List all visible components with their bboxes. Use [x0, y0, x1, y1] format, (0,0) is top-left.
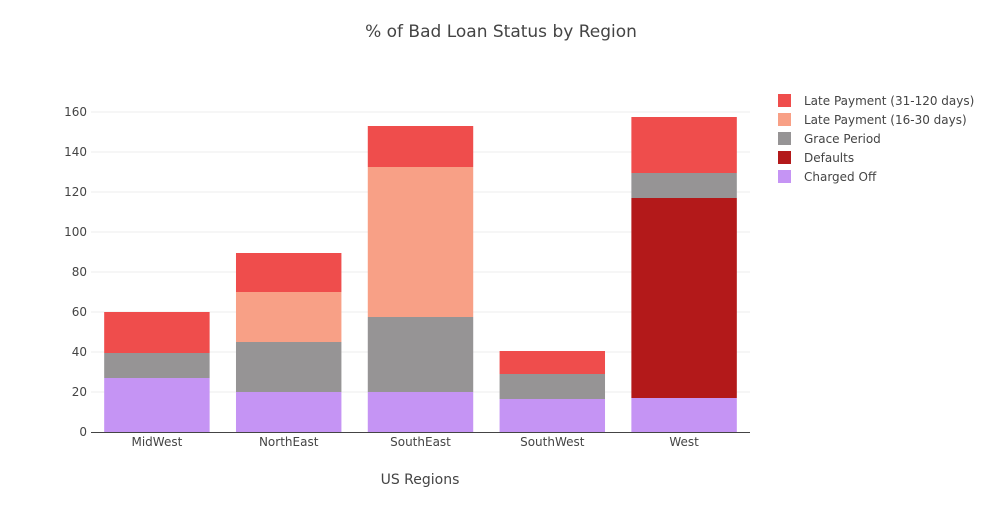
legend-swatch [778, 113, 791, 126]
y-tick-label: 120 [64, 185, 87, 199]
bar-midwest-grace-period[interactable] [104, 353, 210, 378]
legend-swatch [778, 170, 791, 183]
y-tick-label: 80 [72, 265, 87, 279]
legend-label: Charged Off [804, 170, 877, 184]
legend-item-charged-off[interactable]: Charged Off [778, 170, 877, 184]
axes: 0 20 40 60 80 100 120 140 160 MidWest NorthEast Sou… [64, 105, 750, 449]
bar-southeast-grace-period[interactable] [367, 317, 474, 392]
bar-west-charged-off[interactable] [631, 398, 737, 432]
legend-swatch [778, 94, 791, 107]
bar-northeast-grace-period[interactable] [235, 342, 342, 392]
bar-west-grace-period[interactable] [631, 173, 737, 198]
legend-label: Late Payment (16-30 days) [804, 113, 967, 127]
x-tick-label: SouthEast [390, 435, 451, 449]
y-tick-label: 100 [64, 225, 87, 239]
y-tick-label: 0 [79, 425, 87, 439]
bar-southwest-grace-period[interactable] [499, 374, 606, 399]
y-tick-label: 160 [64, 105, 87, 119]
bar-southeast-late-payment-16-30-days[interactable] [367, 167, 474, 317]
legend-swatch [778, 132, 791, 145]
legend-item-defaults[interactable]: Defaults [778, 151, 854, 165]
y-tick-label: 40 [72, 345, 87, 359]
x-axis-title: US Regions [381, 472, 460, 488]
bar-northeast-charged-off[interactable] [235, 392, 342, 432]
legend-label: Defaults [804, 151, 854, 165]
bar-southwest-late-payment-31-120-days[interactable] [499, 351, 606, 374]
x-tick-label: NorthEast [259, 435, 319, 449]
legend-label: Grace Period [804, 132, 881, 146]
bars [104, 117, 737, 432]
bar-northeast-late-payment-31-120-days[interactable] [235, 253, 342, 292]
x-tick-label: SouthWest [520, 435, 585, 449]
y-tick-label: 20 [72, 385, 87, 399]
bar-west-defaults[interactable] [631, 198, 737, 398]
chart-title: % of Bad Loan Status by Region [365, 22, 637, 42]
legend-swatch [778, 151, 791, 164]
bar-northeast-late-payment-16-30-days[interactable] [235, 292, 342, 342]
bar-southeast-late-payment-31-120-days[interactable] [367, 126, 474, 167]
legend-item-late-payment-16-30-days[interactable]: Late Payment (16-30 days) [778, 113, 967, 127]
bar-southwest-charged-off[interactable] [499, 399, 606, 432]
bar-west-late-payment-31-120-days[interactable] [631, 117, 737, 173]
legend-item-grace-period[interactable]: Grace Period [778, 132, 881, 146]
y-tick-label: 140 [64, 145, 87, 159]
bar-southeast-charged-off[interactable] [367, 392, 474, 432]
x-tick-label: MidWest [131, 435, 182, 449]
legend: Late Payment (31-120 days) Late Payment (… [778, 94, 974, 184]
legend-label: Late Payment (31-120 days) [804, 94, 974, 108]
bar-midwest-late-payment-31-120-days[interactable] [104, 312, 210, 353]
x-tick-label: West [669, 435, 699, 449]
legend-item-late-payment-31-120-days[interactable]: Late Payment (31-120 days) [778, 94, 974, 108]
y-tick-label: 60 [72, 305, 87, 319]
bar-midwest-charged-off[interactable] [104, 378, 210, 432]
